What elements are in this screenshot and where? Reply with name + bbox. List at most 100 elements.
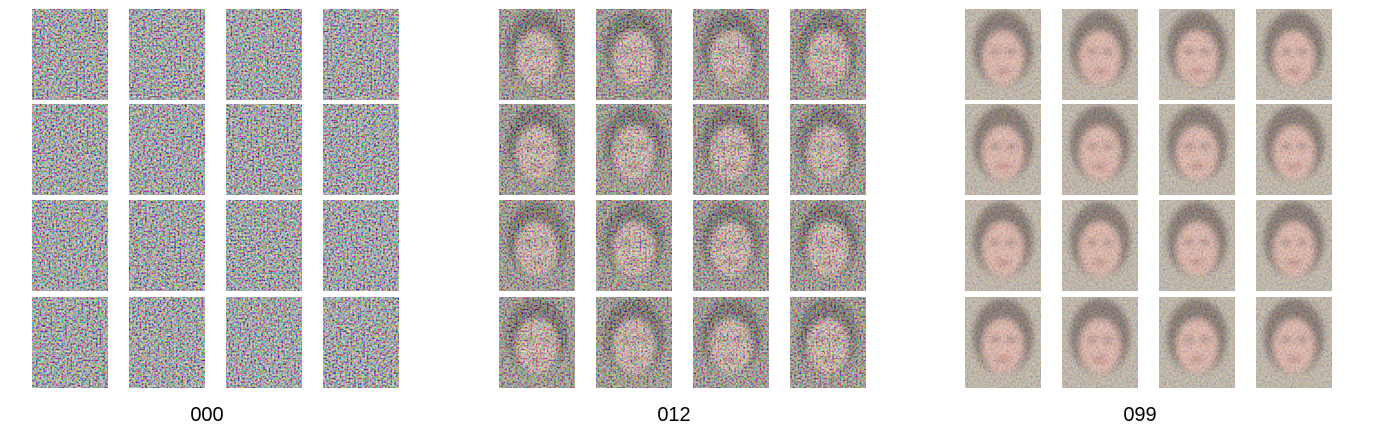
image-content (693, 104, 769, 195)
noise (693, 200, 769, 291)
sample-image (790, 104, 866, 195)
noise (1159, 104, 1235, 195)
image-content (965, 297, 1041, 388)
image-content (129, 104, 205, 195)
image-content (1256, 200, 1332, 291)
image-content (965, 9, 1041, 100)
noise (499, 104, 575, 195)
noise (129, 297, 205, 388)
noise (1062, 297, 1138, 388)
sample-image (32, 200, 108, 291)
tint (32, 297, 108, 388)
sample-image (226, 104, 302, 195)
sample-image (499, 9, 575, 100)
tint (226, 104, 302, 195)
noise (323, 297, 399, 388)
sample-image (226, 297, 302, 388)
noise (693, 104, 769, 195)
sample-image (693, 9, 769, 100)
sample-image (1159, 200, 1235, 291)
image-content (32, 104, 108, 195)
noise (1256, 9, 1332, 100)
image-content (226, 9, 302, 100)
noise (1256, 297, 1332, 388)
noise (226, 104, 302, 195)
noise (965, 200, 1041, 291)
sample-image (965, 104, 1041, 195)
sample-image (129, 200, 205, 291)
image-content (32, 200, 108, 291)
tint (32, 200, 108, 291)
image-content (790, 104, 866, 195)
image-content (323, 9, 399, 100)
image-content (1256, 104, 1332, 195)
sample-image (790, 297, 866, 388)
noise (226, 297, 302, 388)
image-content (790, 200, 866, 291)
tint (226, 200, 302, 291)
noise (32, 297, 108, 388)
tint (32, 9, 108, 100)
image-content (129, 200, 205, 291)
noise (596, 104, 672, 195)
noise (1159, 9, 1235, 100)
sample-image (1062, 297, 1138, 388)
noise (693, 9, 769, 100)
tint (226, 9, 302, 100)
tint (129, 297, 205, 388)
image-content (129, 297, 205, 388)
noise (1256, 104, 1332, 195)
noise (323, 104, 399, 195)
sample-image (693, 104, 769, 195)
sample-image (323, 9, 399, 100)
noise (129, 200, 205, 291)
noise (32, 9, 108, 100)
image-content (1159, 104, 1235, 195)
image-content (226, 104, 302, 195)
image-content (965, 104, 1041, 195)
image-content (1062, 104, 1138, 195)
image-content (499, 297, 575, 388)
image-content (596, 297, 672, 388)
noise (129, 104, 205, 195)
image-content (1062, 200, 1138, 291)
sample-image (499, 200, 575, 291)
image-content (693, 200, 769, 291)
tint (129, 200, 205, 291)
sample-image (32, 9, 108, 100)
image-content (129, 9, 205, 100)
sample-image (965, 297, 1041, 388)
sample-image (965, 9, 1041, 100)
image-content (499, 9, 575, 100)
noise (790, 200, 866, 291)
image-content (499, 200, 575, 291)
sample-image (1062, 9, 1138, 100)
image-content (965, 200, 1041, 291)
sample-image (226, 200, 302, 291)
tint (226, 297, 302, 388)
noise (965, 104, 1041, 195)
image-content (1062, 9, 1138, 100)
image-content (323, 297, 399, 388)
noise (32, 104, 108, 195)
tint (129, 9, 205, 100)
noise (1062, 104, 1138, 195)
image-content (1159, 9, 1235, 100)
sample-image (1256, 9, 1332, 100)
noise (32, 200, 108, 291)
noise (965, 297, 1041, 388)
sample-image (226, 9, 302, 100)
sample-image (596, 104, 672, 195)
noise (693, 297, 769, 388)
image-content (32, 9, 108, 100)
noise (129, 9, 205, 100)
image-content (693, 9, 769, 100)
sample-image (323, 200, 399, 291)
noise (1256, 200, 1332, 291)
noise (790, 104, 866, 195)
noise (1159, 297, 1235, 388)
image-content (693, 297, 769, 388)
image-content (499, 104, 575, 195)
image-content (226, 200, 302, 291)
